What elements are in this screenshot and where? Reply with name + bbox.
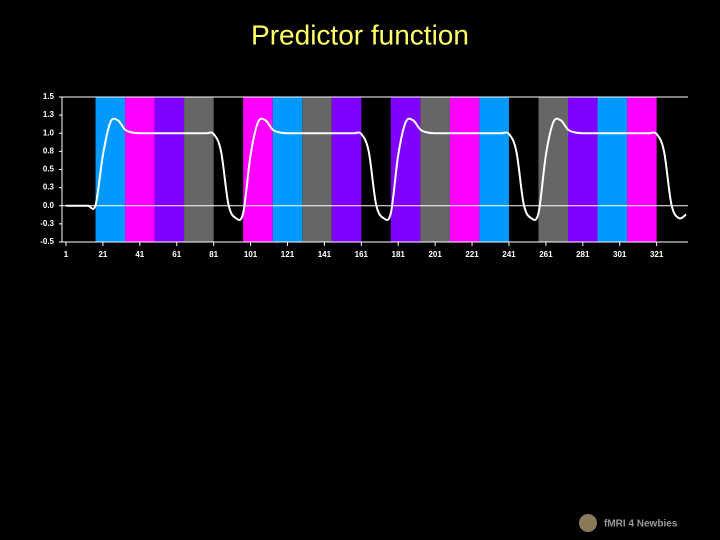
x-tick-label: 321: [650, 250, 664, 259]
logo-icon: [579, 514, 597, 532]
x-tick-label: 281: [576, 250, 590, 259]
condition-band: [184, 97, 214, 242]
x-tick-label: 181: [392, 250, 406, 259]
condition-band: [597, 97, 628, 242]
y-tick-label: 1.0: [43, 128, 55, 137]
x-tick-label: 41: [135, 250, 144, 259]
y-tick-label: 0.0: [43, 201, 55, 210]
condition-band: [449, 97, 480, 242]
condition-band: [479, 97, 509, 242]
x-tick-label: 161: [355, 250, 369, 259]
x-tick-label: 201: [428, 250, 442, 259]
x-tick-label: 21: [98, 250, 107, 259]
x-tick-label: 121: [281, 250, 295, 259]
predictor-line: [65, 117, 687, 222]
logo: fMRI 4 Newbies: [579, 514, 678, 532]
y-tick-label: 1.3: [43, 110, 55, 119]
condition-band: [302, 97, 332, 242]
y-tick-label: 0.3: [43, 183, 55, 192]
condition-band: [154, 97, 185, 242]
condition-band: [125, 97, 155, 242]
x-tick-label: 101: [244, 250, 258, 259]
y-tick-label: -0.3: [40, 219, 54, 228]
x-tick-label: 81: [209, 250, 218, 259]
condition-band: [538, 97, 569, 242]
x-tick-label: 1: [64, 250, 69, 259]
logo-text: fMRI 4 Newbies: [604, 519, 678, 530]
slide-title: Predictor function: [251, 19, 469, 50]
y-tick-label: -0.5: [40, 237, 54, 246]
y-tick-label: 0.8: [43, 146, 55, 155]
condition-band: [243, 97, 273, 242]
y-tick-label: 1.5: [43, 92, 55, 101]
y-tick-label: 0.5: [43, 165, 55, 174]
x-tick-label: 141: [318, 250, 332, 259]
x-tick-label: 301: [613, 250, 627, 259]
x-tick-label: 221: [465, 250, 479, 259]
x-tick-label: 241: [502, 250, 516, 259]
x-tick-label: 61: [172, 250, 181, 259]
condition-band: [627, 97, 657, 242]
condition-band: [420, 97, 450, 242]
condition-band: [568, 97, 598, 242]
x-tick-label: 261: [539, 250, 553, 259]
condition-band: [390, 97, 421, 242]
condition-band: [272, 97, 303, 242]
condition-band: [331, 97, 362, 242]
